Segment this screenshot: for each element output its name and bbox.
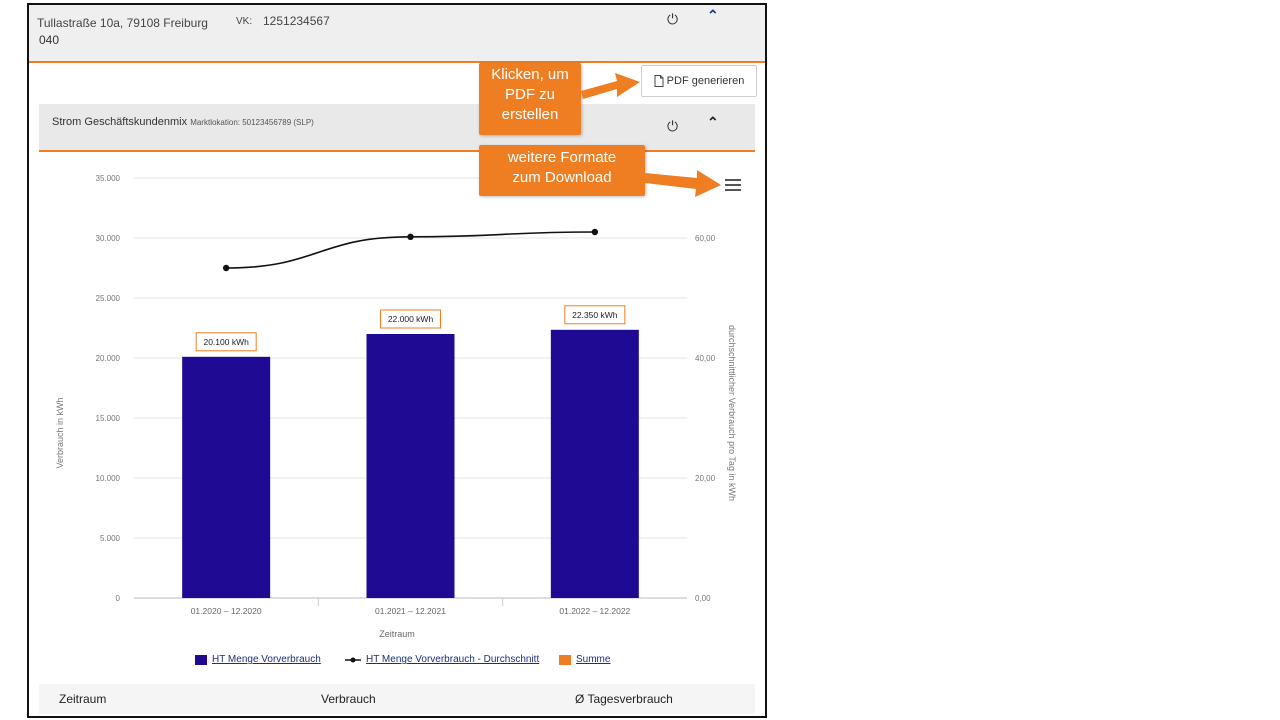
legend-label: Summe — [576, 654, 611, 665]
sum-swatch-icon — [559, 654, 571, 665]
y-tick-label: 0 — [116, 594, 121, 603]
bar — [550, 329, 639, 598]
x-axis-label: Zeitraum — [379, 629, 415, 639]
data-label-box — [564, 305, 626, 325]
column-header-period: Zeitraum — [59, 692, 107, 706]
bar-swatch-icon — [195, 654, 207, 665]
pdf-callout-line: erstellen — [501, 106, 559, 123]
bar — [182, 356, 271, 598]
x-tick-label: 01.2021 – 12.2021 — [375, 606, 446, 616]
y-tick-label: 15.000 — [96, 414, 121, 423]
arrow-right-icon — [581, 73, 640, 99]
arrow-right-icon — [645, 170, 721, 197]
bar — [366, 334, 455, 598]
plug-icon[interactable]: ⏻ — [667, 118, 679, 134]
legend-item-line[interactable]: HT Menge Vorverbrauch - Durchschnitt — [345, 654, 539, 665]
formats-callout: weitere Formate zum Download — [479, 145, 645, 196]
legend-label: HT Menge Vorverbrauch — [212, 654, 321, 665]
y2-axis-label: durchschnittlicher Verbrauch pro Tag in … — [727, 325, 737, 501]
pdf-callout-line: PDF zu — [504, 86, 555, 103]
data-label-box — [195, 332, 257, 352]
address-text: Tullastraße 10a, 79108 Freiburg — [37, 16, 208, 30]
consumption-panel: Tullastraße 10a, 79108 Freiburg VK: 1251… — [27, 3, 767, 718]
contract-code: 040 — [39, 33, 60, 47]
data-label-box — [380, 309, 441, 329]
formats-callout-line: weitere Formate — [507, 149, 617, 166]
contract-header: Tullastraße 10a, 79108 Freiburg VK: 1251… — [29, 5, 765, 63]
consumption-chart: 0 5.000 10.000 15.000 20.000 25.000 30.000 35.0… — [55, 174, 737, 639]
line-point — [591, 228, 599, 236]
line-point — [222, 264, 230, 272]
data-label: 20.100 kWh — [203, 337, 249, 347]
download-menu-icon[interactable] — [725, 179, 741, 193]
y-tick-label: 5.000 — [100, 534, 121, 543]
table-header: Zeitraum Verbrauch Ø Tagesverbrauch — [39, 684, 755, 714]
bars — [182, 329, 639, 598]
pdf-button-label: PDF generieren — [666, 75, 745, 87]
plug-icon[interactable]: ⏻ — [667, 11, 679, 27]
x-tick-label: 01.2022 – 12.2022 — [559, 606, 630, 616]
vk-label: VK: — [236, 16, 253, 27]
y-tick-label: 25.000 — [96, 294, 121, 303]
pdf-callout: Klicken, um PDF zu erstellen — [479, 63, 581, 135]
y2-tick-label: 40,00 — [695, 354, 716, 363]
x-axis-ticks: 01.2020 – 12.2020 01.2021 – 12.2021 01.202… — [191, 598, 631, 616]
data-label: 22.350 kWh — [572, 310, 618, 320]
y2-axis-ticks: 0,00 20,00 40,00 60,00 — [695, 234, 716, 603]
line-swatch-icon — [345, 657, 361, 662]
x-tick-label: 01.2020 – 12.2020 — [191, 606, 262, 616]
y2-tick-label: 0,00 — [695, 594, 711, 603]
product-name: Strom Geschäftskundenmix — [52, 116, 188, 128]
data-labels: 20.100 kWh 22.000 kWh 22.350 kWh — [195, 305, 626, 352]
vk-value: 1251234567 — [263, 14, 330, 28]
product-detail: Marktlokation: 50123456789 (SLP) — [190, 118, 314, 127]
y-axis-label: Verbrauch in kWh — [55, 397, 65, 468]
column-header-daily-average: Ø Tagesverbrauch — [575, 692, 673, 706]
pdf-callout-line: Klicken, um — [491, 66, 569, 83]
y2-tick-label: 20,00 — [695, 474, 716, 483]
legend-item-bars[interactable]: HT Menge Vorverbrauch — [195, 654, 321, 665]
chevron-up-icon[interactable]: ⌃ — [707, 114, 719, 130]
y-axis-ticks: 0 5.000 10.000 15.000 20.000 25.000 30.000 35.0… — [96, 174, 121, 603]
formats-callout-line: zum Download — [512, 169, 612, 186]
document-icon — [654, 75, 664, 87]
y-tick-label: 30.000 — [96, 234, 121, 243]
line-point — [407, 233, 414, 240]
average-line — [222, 228, 599, 272]
product-title: Strom Geschäftskundenmix Marktlokation: … — [52, 116, 314, 128]
data-label: 22.000 kWh — [388, 314, 434, 324]
y-tick-label: 20.000 — [96, 354, 121, 363]
chevron-up-icon[interactable]: ⌃ — [707, 7, 719, 23]
legend-item-sum[interactable]: Summe — [559, 654, 610, 665]
y2-tick-label: 60,00 — [695, 234, 716, 243]
pdf-generate-button[interactable]: PDF generieren — [641, 65, 757, 97]
y-tick-label: 10.000 — [96, 474, 121, 483]
legend-label: HT Menge Vorverbrauch - Durchschnitt — [366, 654, 540, 665]
column-header-consumption: Verbrauch — [321, 692, 376, 706]
y-tick-label: 35.000 — [96, 174, 121, 183]
product-header: Strom Geschäftskundenmix Marktlokation: … — [39, 104, 755, 152]
callout-arrows — [581, 73, 721, 197]
